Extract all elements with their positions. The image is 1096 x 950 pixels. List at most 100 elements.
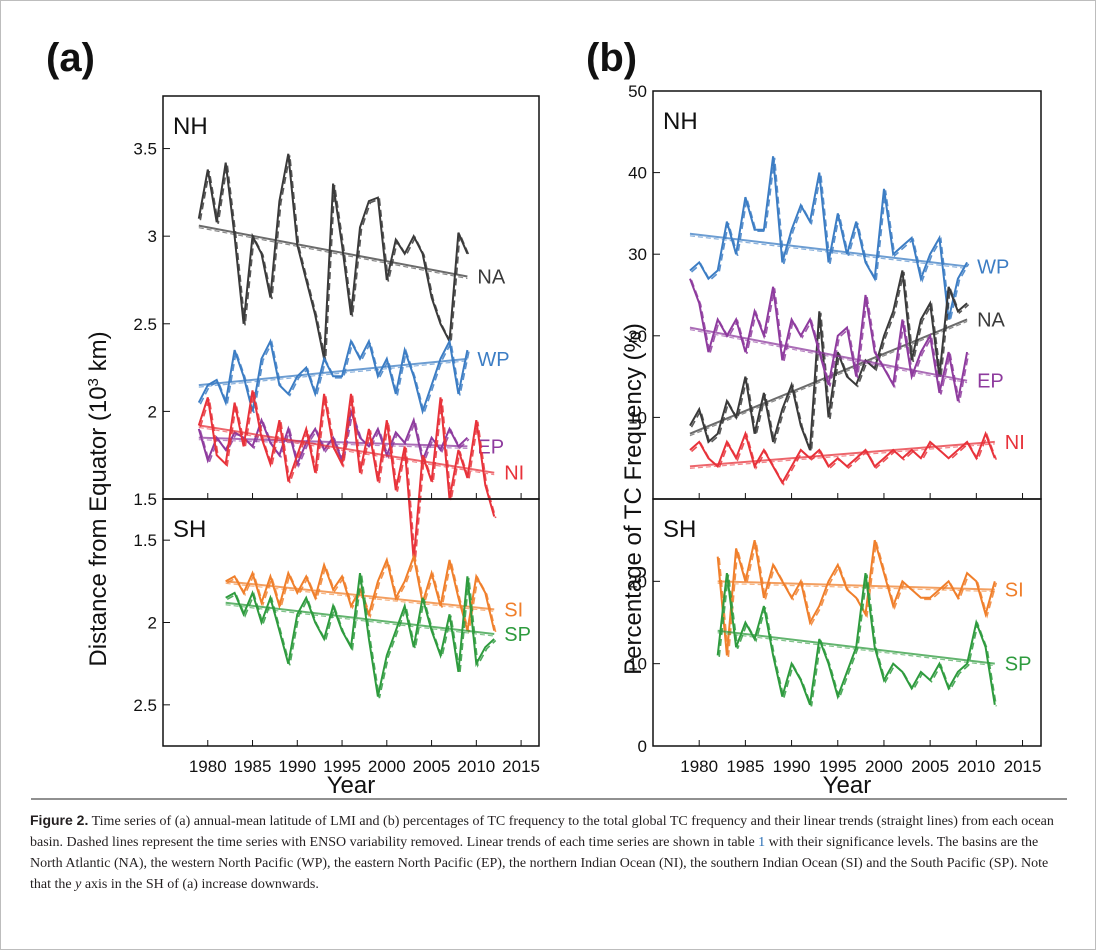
hemisphere-label: SH bbox=[663, 516, 696, 543]
y-tick-label: 2.5 bbox=[133, 315, 157, 334]
x-tick-label: 1995 bbox=[323, 757, 361, 776]
x-tick-label: 2015 bbox=[1004, 757, 1042, 776]
trend-line-wp bbox=[198, 357, 468, 387]
series-line-ni bbox=[197, 390, 496, 561]
series-line-na bbox=[197, 153, 469, 359]
x-tick-label: 1990 bbox=[278, 757, 316, 776]
trend-line-ni bbox=[198, 424, 495, 474]
panel-label-b: (b) bbox=[586, 36, 637, 80]
series-line-dashed-sp bbox=[718, 574, 998, 707]
trend-line-sp bbox=[225, 601, 495, 636]
series-label-na: NA bbox=[477, 266, 505, 288]
series-line-dashed-ni bbox=[690, 432, 998, 486]
y-tick-label: 3.5 bbox=[133, 140, 157, 159]
y-tick-label: 3 bbox=[148, 227, 157, 246]
series-line-dashed-na bbox=[690, 271, 970, 452]
x-tick-label: 2005 bbox=[413, 757, 451, 776]
x-tick-label: 2000 bbox=[368, 757, 406, 776]
series-label-ep: EP bbox=[477, 436, 504, 458]
panel-label-a: (a) bbox=[46, 36, 95, 80]
series-line-dashed-sp bbox=[226, 574, 497, 699]
x-axis-label: Year bbox=[327, 772, 376, 799]
trend-line-dashed-si bbox=[717, 582, 995, 593]
x-tick-label: 1980 bbox=[189, 757, 227, 776]
series-label-si: SI bbox=[1005, 580, 1024, 602]
trend-line-dashed-ep bbox=[689, 329, 968, 384]
y-tick-label: 1.5 bbox=[133, 490, 157, 509]
series-line-ep bbox=[689, 278, 969, 402]
caption-text-3: axis in the SH of (a) increase downwards… bbox=[81, 877, 319, 892]
trend-line-si bbox=[717, 580, 995, 591]
axes-box bbox=[652, 498, 1042, 747]
y-tick-label: 2 bbox=[148, 402, 157, 421]
subpanel-nh-b: 10 20 30 40 50 NH WP NA EP NI bbox=[628, 82, 1042, 500]
trend-line-na bbox=[198, 224, 468, 278]
x-tick-label: 1980 bbox=[680, 757, 718, 776]
hemisphere-label: SH bbox=[173, 516, 206, 543]
trend-line-wp bbox=[689, 232, 968, 268]
hemisphere-label: NH bbox=[173, 113, 208, 140]
trend-line-dashed-na bbox=[689, 320, 968, 437]
series-label-ni: NI bbox=[1005, 432, 1025, 454]
series-line-dashed-ep bbox=[690, 279, 970, 403]
x-tick-label: 1985 bbox=[726, 757, 764, 776]
trend-line-dashed-na bbox=[198, 227, 468, 280]
y-tick-label: 1.5 bbox=[133, 531, 157, 550]
trend-line-ep bbox=[689, 326, 968, 382]
x-tick-label: 1985 bbox=[234, 757, 272, 776]
trend-line-dashed-sp bbox=[717, 632, 995, 667]
axes-box bbox=[652, 90, 1042, 500]
axes-box bbox=[162, 498, 540, 747]
series-label-sp: SP bbox=[1005, 654, 1032, 676]
trend-line-dashed-wp bbox=[689, 235, 968, 270]
trend-line-ni bbox=[689, 440, 995, 468]
x-axis-label: Year bbox=[823, 772, 872, 799]
series-label-wp: WP bbox=[477, 349, 509, 371]
series-line-na bbox=[689, 270, 968, 451]
trend-line-si bbox=[225, 580, 495, 611]
y-tick-label: 30 bbox=[628, 245, 647, 264]
series-line-dashed-wp bbox=[690, 157, 970, 322]
trend-line-dashed-sp bbox=[225, 604, 495, 637]
series-label-wp: WP bbox=[977, 256, 1009, 278]
series-label-na: NA bbox=[977, 309, 1005, 331]
trend-line-sp bbox=[717, 629, 995, 665]
x-tick-label: 1990 bbox=[773, 757, 811, 776]
series-line-wp bbox=[689, 156, 968, 320]
caption-italic-y: y bbox=[75, 877, 82, 892]
caption-table-link[interactable]: 1 bbox=[758, 835, 766, 850]
y-tick-label: 20 bbox=[628, 327, 647, 346]
series-label-ep: EP bbox=[977, 371, 1004, 393]
figure-caption: Figure 2. Time series of (a) annual-mean… bbox=[30, 810, 1070, 895]
trend-line-dashed-si bbox=[225, 582, 495, 612]
x-tick-label: 2005 bbox=[911, 757, 949, 776]
series-line-si bbox=[716, 539, 996, 656]
y-tick-label: 2.5 bbox=[133, 696, 157, 715]
x-tick-label: 2010 bbox=[957, 757, 995, 776]
y-axis-label: Percentage of TC Frequency (%) bbox=[620, 323, 647, 675]
series-line-sp bbox=[225, 572, 495, 697]
x-tick-label: 2000 bbox=[865, 757, 903, 776]
y-tick-label: 40 bbox=[628, 164, 647, 183]
y-axis-label: Distance from Equator (103 km) bbox=[85, 331, 113, 666]
trend-line-dashed-wp bbox=[198, 360, 468, 388]
caption-text-2: with their significance levels. The basi… bbox=[30, 835, 1049, 892]
y-tick-label: 10 bbox=[628, 408, 647, 427]
hemisphere-label: NH bbox=[663, 108, 698, 135]
y-tick-label: 0 bbox=[638, 737, 647, 756]
y-tick-label: 2 bbox=[148, 614, 157, 633]
subpanel-sh-b: 0 10 20 1980 1985 1990 1995 2000 2005 2010 2015 SH S… bbox=[628, 498, 1042, 776]
series-line-wp bbox=[197, 338, 469, 415]
series-line-dashed-wp bbox=[199, 340, 470, 416]
series-label-si: SI bbox=[504, 599, 523, 621]
y-tick-label: 20 bbox=[628, 572, 647, 591]
subpanel-sh-a: 1.5 2 2.5 1980 1985 1990 1995 2000 2005 2010 2015 S… bbox=[133, 498, 540, 776]
trend-line-dashed-ni bbox=[198, 426, 495, 476]
series-line-dashed-na bbox=[199, 155, 470, 361]
trend-line-dashed-ni bbox=[689, 443, 995, 469]
series-label-ni: NI bbox=[504, 463, 524, 485]
caption-label: Figure 2. bbox=[30, 812, 89, 828]
x-tick-label: 2015 bbox=[502, 757, 540, 776]
